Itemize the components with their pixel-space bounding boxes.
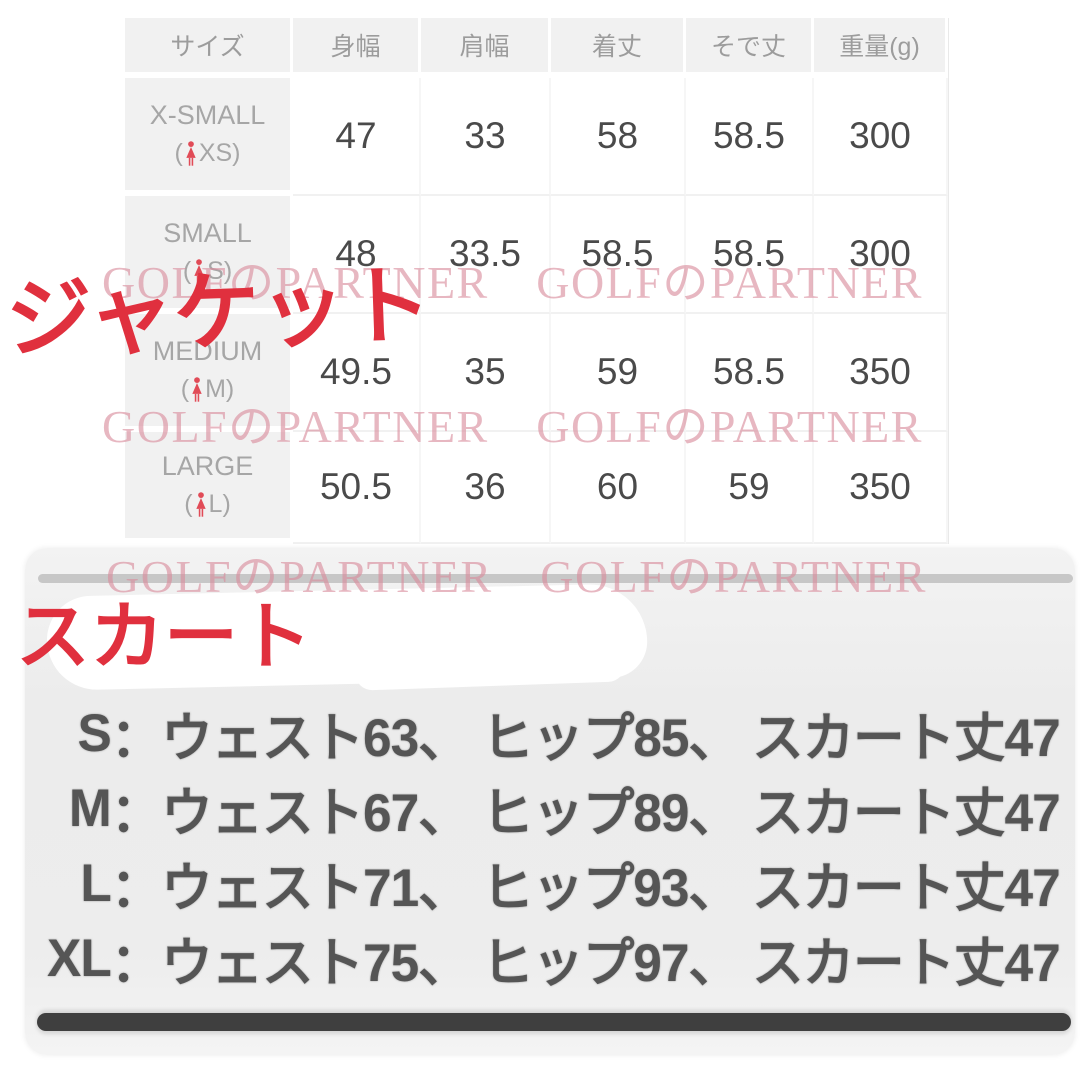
paren-open: ( xyxy=(174,139,183,167)
table-value: 350 xyxy=(814,432,948,544)
table-value: 33.5 xyxy=(421,196,551,314)
card-bottom-bar xyxy=(37,1013,1071,1031)
size-name: LARGE xyxy=(161,451,254,481)
paren-close: ) xyxy=(222,490,231,518)
size-name: X-SMALL xyxy=(149,100,266,130)
column-header-shoulder: 肩幅 xyxy=(421,18,551,78)
skirt-size-list: S ：ウェスト63、 ヒップ85、 スカート丈47 M ：ウェスト67、 ヒップ89… xyxy=(39,696,1069,996)
size-code-line: ( S ) xyxy=(183,257,232,286)
column-header-size: サイズ xyxy=(125,18,293,78)
skirt-size-detail: ：ウェスト67、 ヒップ89、 スカート丈47 xyxy=(110,783,1061,843)
paren-open: ( xyxy=(180,375,190,403)
table-value: 33 xyxy=(421,78,551,196)
skirt-size-line: S ：ウェスト63、 ヒップ85、 スカート丈47 xyxy=(39,696,1060,771)
table-value: 300 xyxy=(814,78,948,196)
column-header-sleeve: そで丈 xyxy=(686,18,814,78)
size-code-line: ( XS ) xyxy=(174,139,240,168)
skirt-label: スカート xyxy=(16,595,312,678)
size-name: SMALL xyxy=(163,218,252,248)
table-value: 47 xyxy=(293,78,421,196)
jacket-size-table: サイズ 身幅 肩幅 着丈 そで丈 重量(g) X-SMALL ( XS ) 47… xyxy=(125,18,949,544)
table-value: 60 xyxy=(551,432,686,544)
column-header-width: 身幅 xyxy=(293,18,421,78)
skirt-size-line: M ：ウェスト67、 ヒップ89、 スカート丈47 xyxy=(39,771,1061,846)
table-value: 300 xyxy=(814,196,948,314)
female-person-icon xyxy=(195,491,206,517)
table-value: 58.5 xyxy=(551,196,686,314)
paren-close: ) xyxy=(232,139,241,167)
skirt-size-detail: ：ウェスト75、 ヒップ97、 スカート丈47 xyxy=(110,933,1061,993)
table-value: 36 xyxy=(421,432,551,544)
size-name: MEDIUM xyxy=(152,336,263,366)
size-code-line: ( M ) xyxy=(181,375,234,404)
skirt-measurements-card: S ：ウェスト63、 ヒップ85、 スカート丈47 M ：ウェスト67、 ヒップ89… xyxy=(25,548,1075,1055)
skirt-size-code: M xyxy=(68,779,112,838)
paren-close: ) xyxy=(225,375,235,403)
size-code: M xyxy=(205,375,226,403)
paren-open: ( xyxy=(184,490,193,518)
female-person-icon xyxy=(194,258,204,284)
table-value: 49.5 xyxy=(293,314,421,432)
skirt-size-code: S xyxy=(77,704,111,763)
table-value: 58 xyxy=(551,78,686,196)
skirt-size-code: L xyxy=(80,854,111,913)
paren-close: ) xyxy=(223,257,233,285)
table-value: 59 xyxy=(551,314,686,432)
skirt-size-detail: ：ウェスト63、 ヒップ85、 スカート丈47 xyxy=(110,708,1061,768)
table-value: 59 xyxy=(686,432,814,544)
skirt-size-line: L ：ウェスト71、 ヒップ93、 スカート丈47 xyxy=(39,846,1060,921)
size-code-line: ( L ) xyxy=(184,490,231,519)
size-code: L xyxy=(208,490,223,518)
table-value: 48 xyxy=(293,196,421,314)
paren-open: ( xyxy=(182,257,192,285)
female-person-icon xyxy=(186,140,196,166)
column-header-weight: 重量(g) xyxy=(814,18,948,78)
size-cell-xs: X-SMALL ( XS ) xyxy=(125,78,293,196)
column-header-length: 着丈 xyxy=(551,18,686,78)
size-code: XS xyxy=(198,139,233,167)
size-cell-m: MEDIUM ( M ) xyxy=(125,314,293,432)
table-value: 350 xyxy=(814,314,948,432)
female-person-icon xyxy=(192,376,202,402)
table-value: 58.5 xyxy=(686,196,814,314)
size-cell-l: LARGE ( L ) xyxy=(125,432,293,544)
table-value: 50.5 xyxy=(293,432,421,544)
jacket-label: ジャケット xyxy=(4,257,434,369)
card-top-divider xyxy=(38,574,1073,583)
size-cell-s: SMALL ( S ) xyxy=(125,196,293,314)
size-code: S xyxy=(207,257,224,285)
skirt-size-detail: ：ウェスト71、 ヒップ93、 スカート丈47 xyxy=(110,858,1061,918)
table-value: 35 xyxy=(421,314,551,432)
table-value: 58.5 xyxy=(686,78,814,196)
table-value: 58.5 xyxy=(686,314,814,432)
skirt-size-code: XL xyxy=(47,929,112,988)
skirt-size-line: XL ：ウェスト75、 ヒップ97、 スカート丈47 xyxy=(39,921,1061,996)
